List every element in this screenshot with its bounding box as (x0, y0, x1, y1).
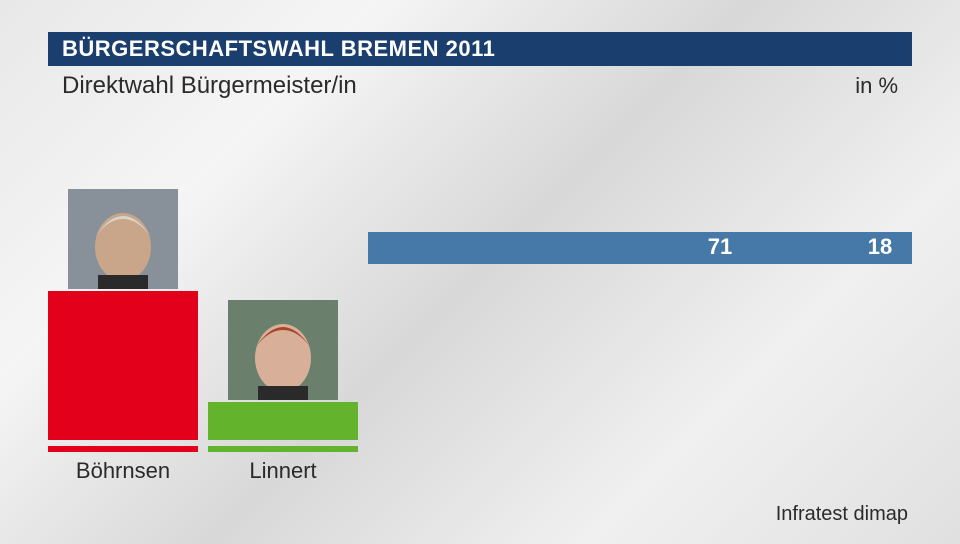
bar (208, 402, 358, 440)
chart-area: Böhrnsen Linnert 7118 (48, 115, 912, 484)
header-bar: BÜRGERSCHAFTSWAHL BREMEN 2011 (48, 32, 912, 66)
bar-track (208, 230, 358, 452)
subtitle-row: Direktwahl Bürgermeister/in in % (48, 72, 912, 100)
source-attribution: Infratest dimap (776, 503, 908, 526)
candidate-photo (68, 189, 178, 289)
value-bar: 7118 (368, 232, 912, 264)
bar-underline (48, 446, 198, 452)
header-title: BÜRGERSCHAFTSWAHL BREMEN 2011 (62, 36, 495, 62)
bar (48, 291, 198, 440)
value-label: 71 (645, 234, 795, 260)
unit-label: in % (855, 73, 898, 99)
candidate-column: Böhrnsen (48, 230, 198, 484)
candidate-photo-placeholder (68, 189, 178, 289)
bar-track (48, 230, 198, 452)
candidate-column: Linnert (208, 230, 358, 484)
chart-subtitle: Direktwahl Bürgermeister/in (62, 72, 357, 100)
candidates-container: Böhrnsen Linnert 7118 (48, 230, 912, 484)
bar-underline (208, 446, 358, 452)
value-label: 18 (805, 234, 955, 260)
candidate-photo (228, 300, 338, 400)
candidate-name: Linnert (249, 458, 316, 484)
candidate-photo-placeholder (228, 300, 338, 400)
candidate-name: Böhrnsen (76, 458, 170, 484)
